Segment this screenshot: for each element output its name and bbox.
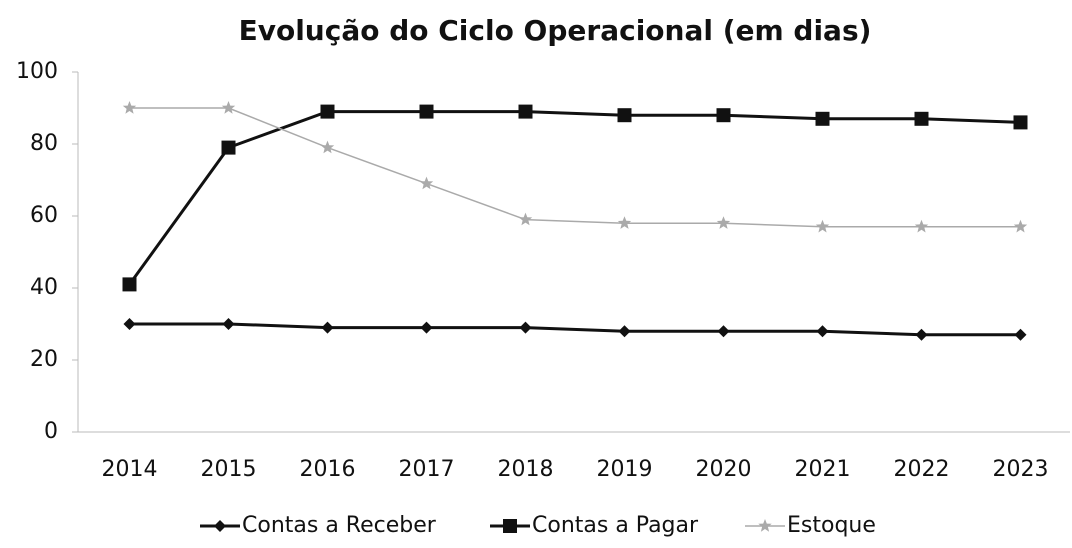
marker xyxy=(915,328,928,341)
marker xyxy=(519,321,532,334)
marker xyxy=(320,104,335,119)
x-tick-label: 2015 xyxy=(201,457,257,482)
x-tick-label: 2023 xyxy=(993,457,1049,482)
y-tick-label: 80 xyxy=(30,131,58,156)
series-line xyxy=(129,107,1021,228)
series-line xyxy=(128,110,1021,286)
legend-label: Contas a Pagar xyxy=(532,513,699,538)
x-tick-label: 2022 xyxy=(894,457,950,482)
y-tick-label: 0 xyxy=(44,419,58,444)
x-tick-label: 2021 xyxy=(795,457,851,482)
marker xyxy=(222,318,235,330)
marker xyxy=(758,519,772,532)
marker xyxy=(1013,115,1028,130)
marker xyxy=(815,111,830,126)
marker xyxy=(518,212,533,226)
marker xyxy=(618,325,631,338)
series-line xyxy=(129,322,1021,337)
marker xyxy=(914,111,929,126)
x-tick-label: 2017 xyxy=(399,457,455,482)
marker xyxy=(617,108,632,123)
marker xyxy=(914,219,929,233)
marker xyxy=(717,325,730,338)
marker xyxy=(221,140,236,155)
marker xyxy=(122,101,137,114)
legend-label: Estoque xyxy=(787,513,876,538)
y-tick-label: 20 xyxy=(30,347,58,372)
x-tick-label: 2020 xyxy=(696,457,752,482)
marker xyxy=(419,104,434,119)
marker xyxy=(419,176,434,190)
legend-label: Contas a Receber xyxy=(242,513,437,538)
marker xyxy=(321,321,334,334)
marker xyxy=(214,520,226,532)
x-tick-label: 2014 xyxy=(102,457,158,482)
marker xyxy=(123,318,136,330)
y-tick-label: 60 xyxy=(30,203,58,228)
marker xyxy=(716,216,731,229)
x-tick-label: 2018 xyxy=(498,457,554,482)
marker xyxy=(617,216,632,229)
chart-title: Evolução do Ciclo Operacional (em dias) xyxy=(239,14,872,47)
marker xyxy=(816,325,829,338)
marker xyxy=(1013,219,1028,233)
marker xyxy=(1014,328,1027,341)
marker xyxy=(518,104,533,119)
x-tick-label: 2016 xyxy=(300,457,356,482)
x-tick-label: 2019 xyxy=(597,457,653,482)
marker xyxy=(221,101,236,114)
marker xyxy=(320,140,335,154)
y-tick-label: 100 xyxy=(16,59,58,84)
marker xyxy=(815,219,830,233)
y-tick-label: 40 xyxy=(30,275,58,300)
marker xyxy=(122,277,137,292)
marker xyxy=(503,519,517,533)
marker xyxy=(420,321,433,334)
marker xyxy=(716,108,731,123)
